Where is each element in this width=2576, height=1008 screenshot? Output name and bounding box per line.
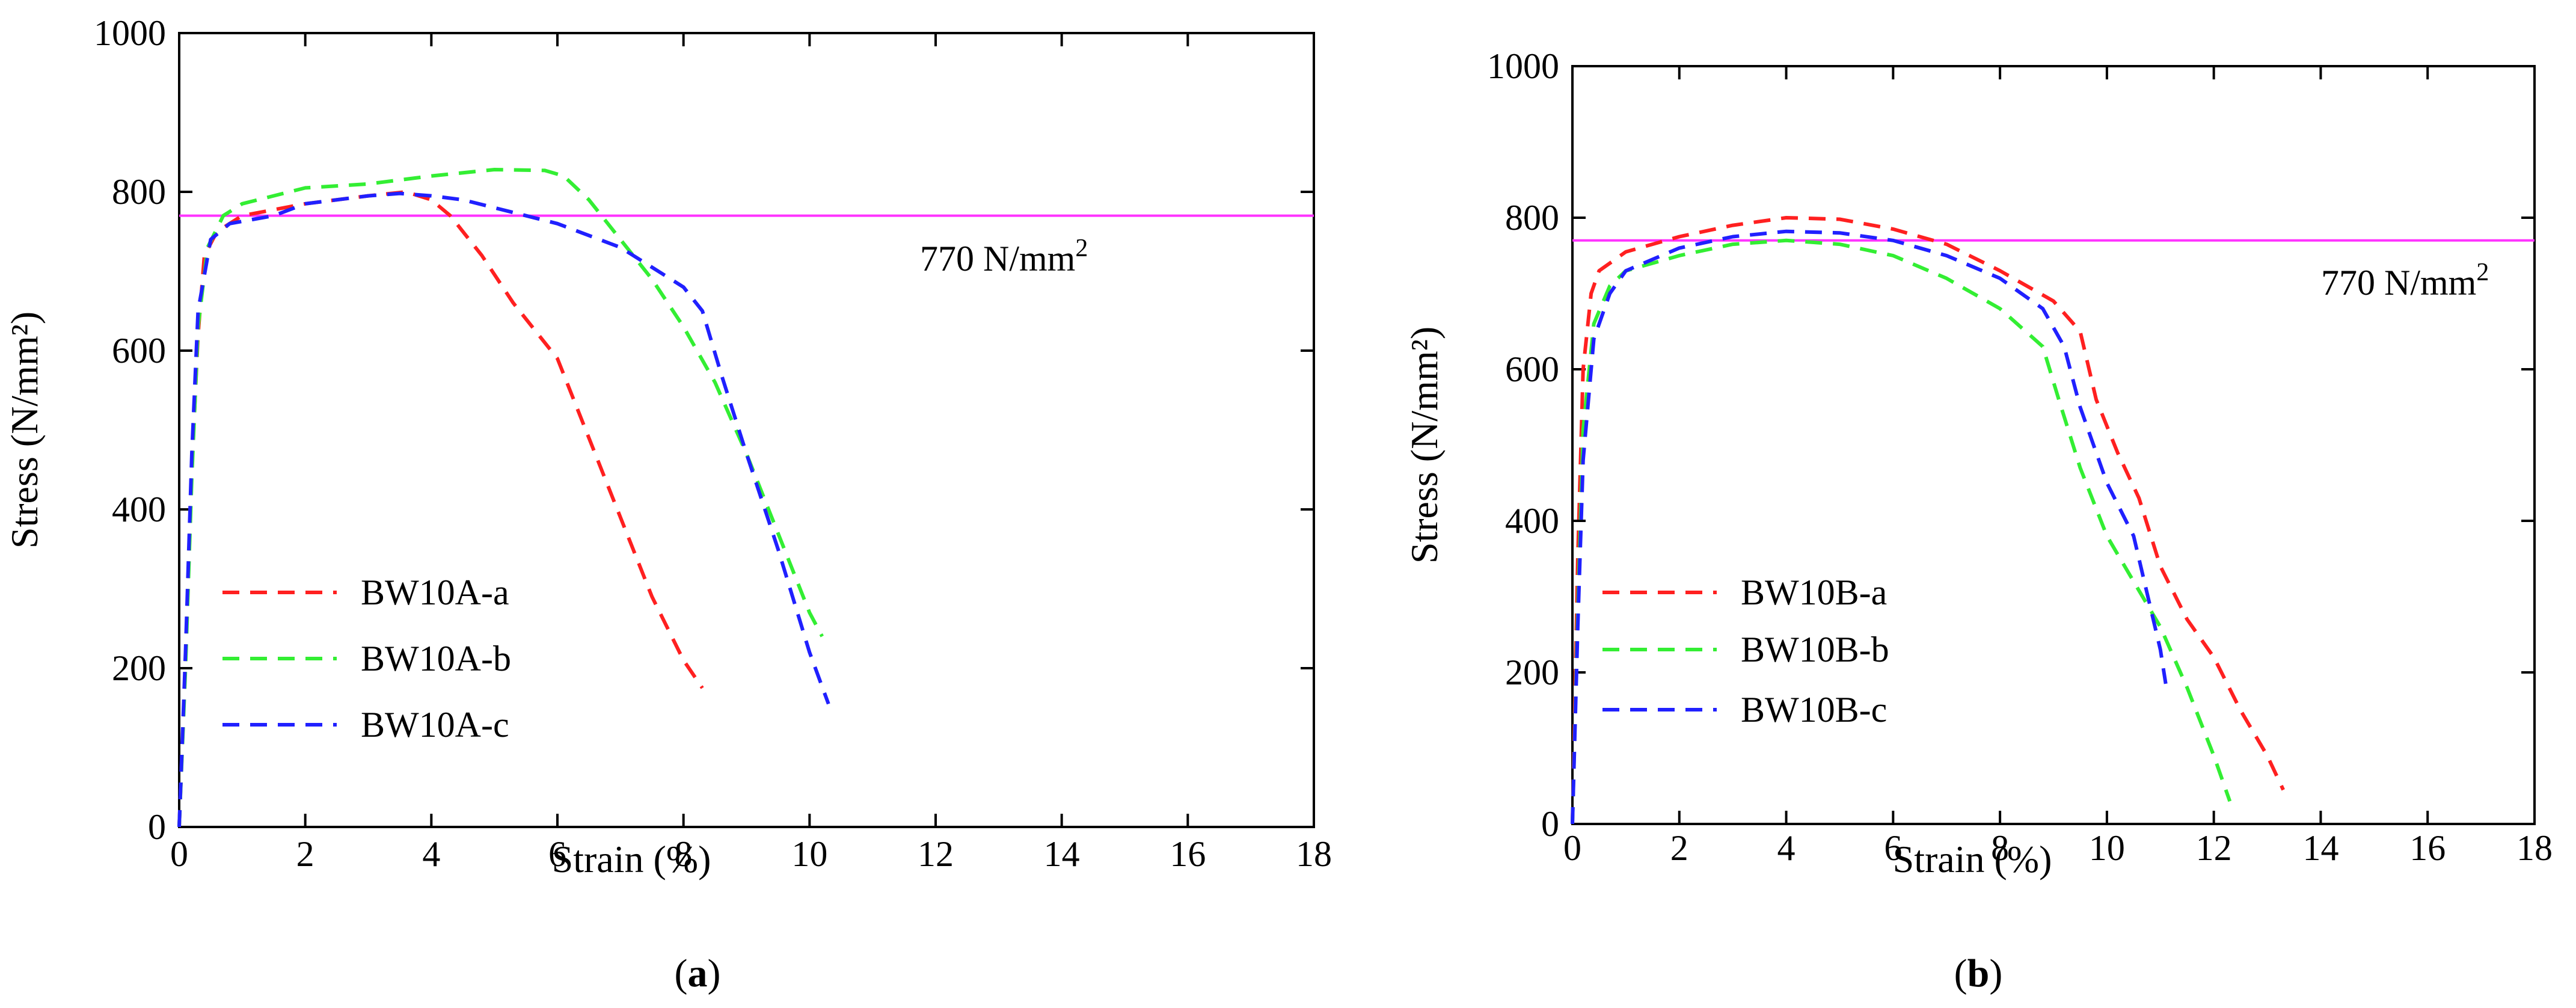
x-tick-label: 12 xyxy=(918,834,954,874)
x-tick-label: 8 xyxy=(675,834,693,874)
x-tick-label: 18 xyxy=(1296,834,1332,874)
x-tick-label: 0 xyxy=(170,834,188,874)
reference-line-label: 770 N/mm2 xyxy=(2321,259,2489,303)
reference-line-label: 770 N/mm2 xyxy=(920,235,1088,278)
x-tick-label: 4 xyxy=(1777,828,1796,868)
legend-label-BW10B-b: BW10B-b xyxy=(1741,630,1889,669)
y-tick-label: 200 xyxy=(1505,653,1559,692)
legend-label-BW10A-b: BW10A-b xyxy=(361,639,511,678)
reference-label-text: 770 N/mm xyxy=(2321,263,2476,303)
x-tick-label: 16 xyxy=(1170,834,1206,874)
x-tick-label: 8 xyxy=(1991,828,2009,868)
series-line-BW10B-b xyxy=(1571,238,2232,825)
caption-a: (a) xyxy=(675,951,721,995)
y-tick-label: 600 xyxy=(112,331,166,370)
legend-label-BW10B-a: BW10B-a xyxy=(1741,573,1887,612)
reference-label-text: 770 N/mm xyxy=(920,239,1075,278)
y-tick-label: 1000 xyxy=(94,13,166,53)
series-line-BW10B-a xyxy=(1571,216,2285,825)
y-tick-label: 400 xyxy=(112,490,166,529)
legend-label-BW10B-c: BW10B-c xyxy=(1741,690,1887,730)
y-tick-label: 0 xyxy=(148,807,166,847)
x-tick-label: 6 xyxy=(548,834,566,874)
y-tick-label: 800 xyxy=(112,172,166,212)
x-tick-label: 18 xyxy=(2516,828,2553,868)
x-tick-label: 12 xyxy=(2196,828,2232,868)
x-axis-title: Strain (%) xyxy=(552,838,711,880)
x-axis-title: Strain (%) xyxy=(1893,838,2052,880)
y-tick-label: 0 xyxy=(1541,804,1559,844)
series-line-BW10B-c xyxy=(1571,229,2168,825)
x-tick-label: 0 xyxy=(1563,828,1581,868)
caption-b: (b) xyxy=(1954,951,2003,995)
x-tick-label: 2 xyxy=(1670,828,1688,868)
panel-a: 0 2 4 6 8 10 12 14 16 18 0 200 400 600 800 1000 Strain (… xyxy=(3,13,1332,880)
y-tick-label: 200 xyxy=(112,648,166,688)
x-tick-label: 16 xyxy=(2409,828,2446,868)
x-tick-label: 14 xyxy=(1044,834,1080,874)
y-tick-label: 1000 xyxy=(1487,46,1559,86)
plot-frame xyxy=(1571,65,2536,825)
x-tick-label: 10 xyxy=(2089,828,2125,868)
reference-label-sup: 2 xyxy=(2476,259,2489,286)
series-line-BW10A-c xyxy=(177,191,830,828)
x-tick-label: 2 xyxy=(296,834,314,874)
legend-label-BW10A-c: BW10A-c xyxy=(361,705,509,745)
legend-label-BW10A-a: BW10A-a xyxy=(361,573,509,612)
x-tick-label: 6 xyxy=(1884,828,1902,868)
y-axis-title: Stress (N/mm²) xyxy=(1403,327,1446,564)
x-tick-label: 4 xyxy=(422,834,440,874)
reference-label-sup: 2 xyxy=(1075,235,1088,262)
y-axis-title: Stress (N/mm²) xyxy=(3,312,46,549)
x-tick-label: 10 xyxy=(791,834,827,874)
y-tick-label: 800 xyxy=(1505,198,1559,238)
y-tick-label: 600 xyxy=(1505,349,1559,389)
x-tick-label: 14 xyxy=(2302,828,2338,868)
panel-b: 0 2 4 6 8 10 12 14 16 18 0 200 400 600 800 1000 Strain (… xyxy=(1403,46,2553,880)
plot-frame xyxy=(178,32,1315,828)
y-tick-label: 400 xyxy=(1505,501,1559,541)
